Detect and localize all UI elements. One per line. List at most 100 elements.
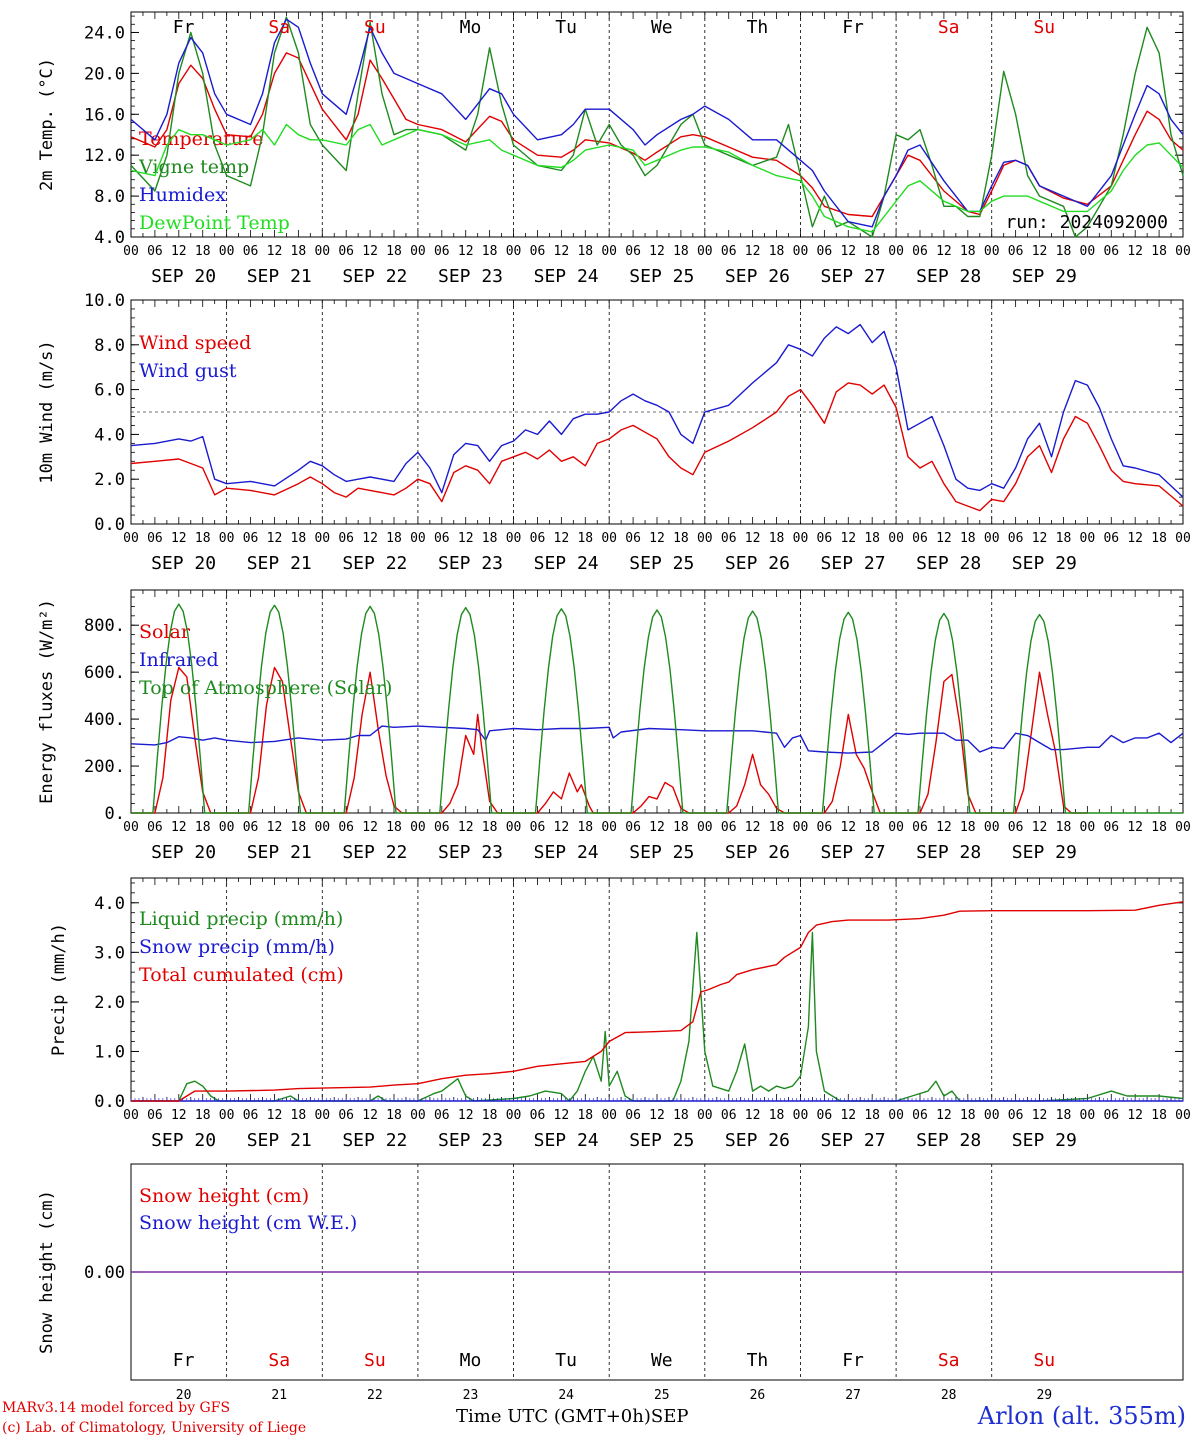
day-number-label: 21 — [271, 1388, 287, 1403]
hour-tick-label: 00 — [314, 531, 330, 546]
x-axis-title: Time UTC (GMT+0h)SEP — [456, 1406, 688, 1427]
y-tick-label: 20.0 — [84, 64, 125, 84]
hour-tick-label: 00 — [1080, 531, 1096, 546]
hour-tick-label: 12 — [267, 244, 283, 259]
y-axis-label: 10m Wind (m/s) — [37, 340, 57, 483]
hour-tick-label: 12 — [171, 820, 187, 835]
date-label: SEP 25 — [629, 266, 694, 287]
date-label: SEP 26 — [725, 266, 790, 287]
hour-tick-label: 18 — [1056, 531, 1072, 546]
hour-tick-label: 12 — [171, 1108, 187, 1123]
hour-tick-label: 00 — [601, 1108, 617, 1123]
weekday-label-top: Fr — [173, 17, 195, 38]
series-line-total-cumulated-cm- — [131, 901, 1184, 1102]
y-tick-label: 4.0 — [94, 228, 125, 248]
series-line-dewpoint-temp — [130, 123, 1184, 233]
y-tick-label: 600. — [84, 663, 125, 683]
hour-tick-label: 00 — [1175, 820, 1191, 835]
y-tick-label: 10.0 — [84, 291, 125, 311]
hour-tick-label: 06 — [817, 1108, 833, 1123]
hour-tick-label: 18 — [1151, 820, 1167, 835]
hour-tick-label: 00 — [601, 820, 617, 835]
hour-tick-label: 12 — [458, 1108, 474, 1123]
hour-tick-label: 06 — [817, 820, 833, 835]
x-axis-title-text: Time UTC (GMT+0h) — [456, 1406, 651, 1427]
hour-tick-label: 00 — [984, 820, 1000, 835]
hour-tick-label: 06 — [530, 1108, 546, 1123]
weekday-label-top: Sa — [938, 17, 960, 38]
date-label: SEP 23 — [438, 842, 503, 863]
date-label: SEP 27 — [821, 1130, 886, 1151]
date-label: SEP 28 — [916, 842, 981, 863]
hour-tick-label: 06 — [147, 244, 163, 259]
legend-entry: Wind speed — [139, 332, 251, 354]
weekday-label-bottom: Sa — [938, 1350, 960, 1371]
day-number-label: 20 — [176, 1388, 192, 1403]
hour-tick-label: 12 — [458, 531, 474, 546]
weekday-label-bottom: Su — [364, 1350, 386, 1371]
hour-tick-label: 12 — [1127, 531, 1143, 546]
hour-tick-label: 00 — [1080, 1108, 1096, 1123]
y-axis-label: 2m Temp. (°C) — [37, 58, 57, 191]
date-label: SEP 23 — [438, 266, 503, 287]
hour-tick-label: 06 — [625, 531, 641, 546]
hour-tick-label: 18 — [864, 531, 880, 546]
hour-tick-label: 12 — [554, 820, 570, 835]
y-tick-label: 8.0 — [94, 336, 125, 356]
weekday-label-bottom: We — [651, 1350, 673, 1371]
hour-tick-label: 00 — [984, 244, 1000, 259]
series-line-humidex — [130, 18, 1184, 228]
date-label: SEP 20 — [151, 842, 216, 863]
date-label: SEP 27 — [821, 266, 886, 287]
hour-tick-label: 18 — [1056, 244, 1072, 259]
hour-tick-label: 12 — [936, 820, 952, 835]
hour-tick-label: 18 — [386, 1108, 402, 1123]
date-label: SEP 20 — [151, 1130, 216, 1151]
hour-tick-label: 18 — [291, 820, 307, 835]
legend-entry: Solar — [139, 621, 191, 643]
day-number-label: 28 — [941, 1388, 957, 1403]
y-tick-label: 8.0 — [94, 187, 125, 207]
y-tick-label: 0. — [105, 804, 125, 824]
hour-tick-label: 12 — [840, 820, 856, 835]
hour-tick-label: 12 — [745, 531, 761, 546]
hour-tick-label: 00 — [506, 1108, 522, 1123]
date-label: SEP 23 — [438, 1130, 503, 1151]
weekday-label-top: Mo — [460, 17, 482, 38]
date-label: SEP 21 — [247, 1130, 312, 1151]
date-label: SEP 20 — [151, 266, 216, 287]
hour-tick-label: 06 — [1103, 1108, 1119, 1123]
hour-tick-label: 06 — [721, 531, 737, 546]
hour-tick-label: 06 — [912, 1108, 928, 1123]
hour-tick-label: 06 — [817, 531, 833, 546]
date-label: SEP 21 — [247, 553, 312, 574]
hour-tick-label: 06 — [721, 1108, 737, 1123]
day-number-label: 29 — [1036, 1388, 1052, 1403]
y-tick-label: 2.0 — [94, 993, 125, 1013]
hour-tick-label: 18 — [482, 1108, 498, 1123]
legend-entry: Vigne temp — [138, 156, 249, 178]
hour-tick-label: 18 — [1151, 244, 1167, 259]
hour-tick-label: 06 — [243, 820, 259, 835]
hour-tick-label: 18 — [291, 531, 307, 546]
hour-tick-label: 06 — [721, 820, 737, 835]
hour-tick-label: 00 — [219, 820, 235, 835]
date-label: SEP 25 — [629, 1130, 694, 1151]
hour-tick-label: 06 — [434, 820, 450, 835]
weekday-label-top: Su — [1033, 17, 1055, 38]
legend-entry: Temperature — [139, 128, 263, 150]
hour-tick-label: 00 — [506, 531, 522, 546]
day-number-label: 25 — [654, 1388, 670, 1403]
station-name: Arlon (alt. 355m) — [977, 1402, 1186, 1430]
hour-tick-label: 06 — [625, 244, 641, 259]
weekday-label-top: Th — [747, 17, 769, 38]
series-line-top-of-atmosphere-solar- — [131, 603, 1183, 814]
hour-tick-label: 12 — [745, 244, 761, 259]
hour-tick-label: 12 — [362, 244, 378, 259]
hour-tick-label: 06 — [530, 244, 546, 259]
hour-tick-label: 12 — [1032, 244, 1048, 259]
hour-tick-label: 18 — [673, 531, 689, 546]
hour-tick-label: 00 — [793, 244, 809, 259]
hour-tick-label: 12 — [267, 820, 283, 835]
weekday-label-bottom: Fr — [842, 1350, 864, 1371]
